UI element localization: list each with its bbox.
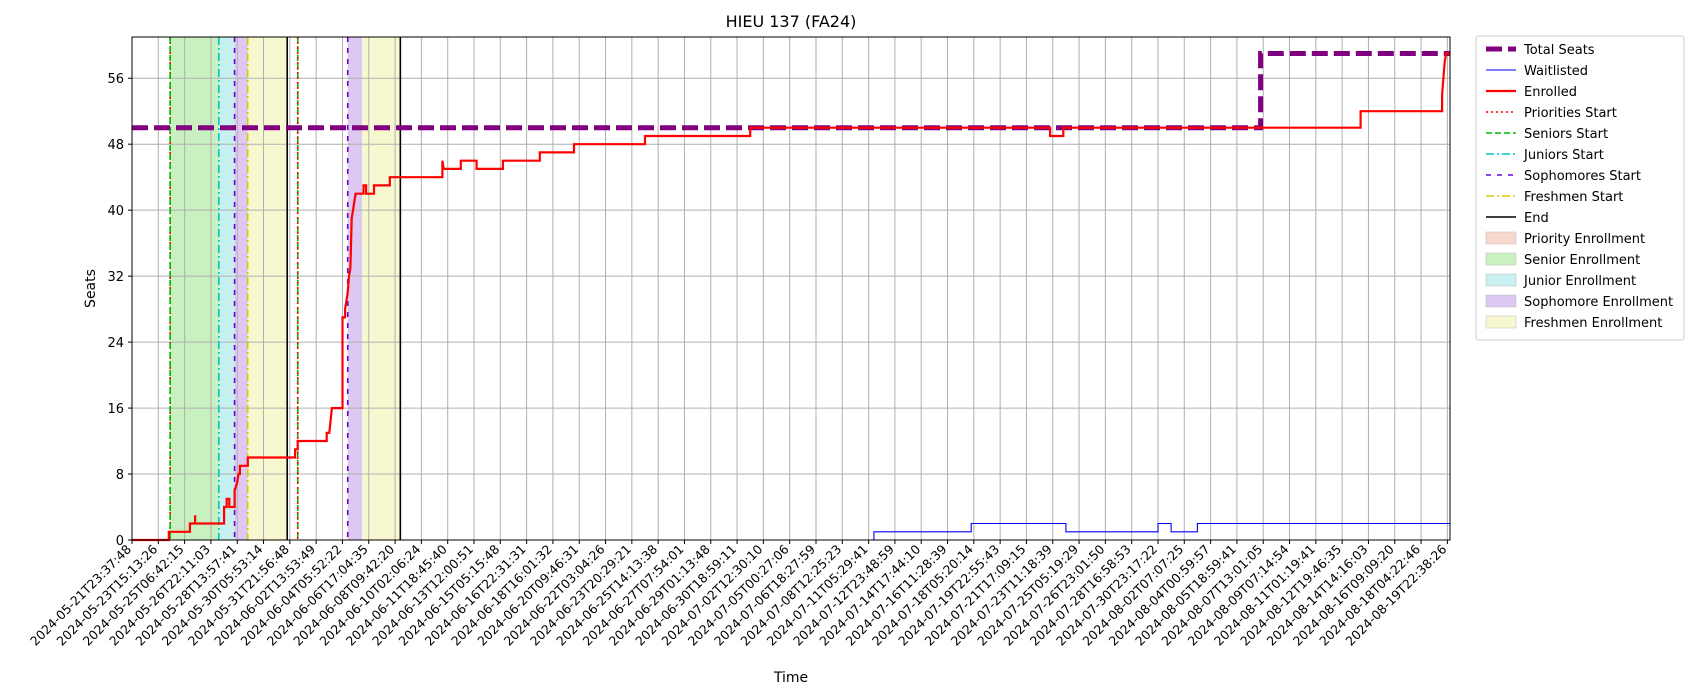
chart-title: HIEU 137 (FA24) [726,12,857,31]
series-line-total-seats [132,51,1450,131]
plot-frame [131,36,1451,541]
legend-label: Sophomores Start [1524,169,1641,184]
legend-label: Seniors Start [1524,127,1608,142]
legend: Total Seats Waitlisted Enrolled Priorities … [1475,35,1685,341]
legend-label: Freshmen Enrollment [1524,316,1662,331]
shaded-region [170,37,219,540]
legend-label: Junior Enrollment [1523,274,1636,289]
y-tick-label: 24 [107,336,124,351]
legend-label: End [1524,211,1549,226]
y-axis: 0 8 16 24 32 40 48 56 [107,72,132,549]
legend-label: Waitlisted [1524,64,1588,79]
shaded-regions [170,37,401,540]
shaded-region [347,37,363,540]
shaded-region [234,37,248,540]
legend-label: Priorities Start [1524,106,1617,121]
y-tick-label: 32 [107,270,124,285]
shaded-region [247,37,288,540]
legend-box [1475,35,1685,341]
y-tick-label: 56 [107,72,124,87]
data-series [132,51,1450,542]
shaded-region [218,37,235,540]
legend-swatch [1485,231,1517,245]
y-tick-label: 48 [107,138,124,153]
grid-lines [131,37,1450,541]
legend-label: Priority Enrollment [1524,232,1645,247]
x-axis: 2024-05-21T23:37:482024-05-23T15:13:2620… [27,540,1450,649]
y-tick-label: 8 [116,468,124,483]
phase-start-lines [169,37,402,540]
legend-label: Sophomore Enrollment [1524,295,1673,310]
legend-swatch [1485,252,1517,266]
legend-label: Freshmen Start [1524,190,1623,205]
legend-swatch [1485,273,1517,287]
legend-label: Total Seats [1523,43,1595,58]
legend-label: Senior Enrollment [1524,253,1640,268]
legend-swatch [1485,315,1517,329]
y-tick-label: 40 [107,204,124,219]
legend-swatch [1485,294,1517,308]
y-axis-label: Seats [83,269,99,308]
series-line-waitlisted [132,522,1450,541]
series-line-enrolled [132,52,1450,542]
x-axis-label: Time [773,670,808,686]
y-tick-label: 0 [116,534,124,549]
legend-label: Juniors Start [1523,148,1604,163]
y-tick-label: 16 [107,402,124,417]
legend-label: Enrolled [1524,85,1577,100]
